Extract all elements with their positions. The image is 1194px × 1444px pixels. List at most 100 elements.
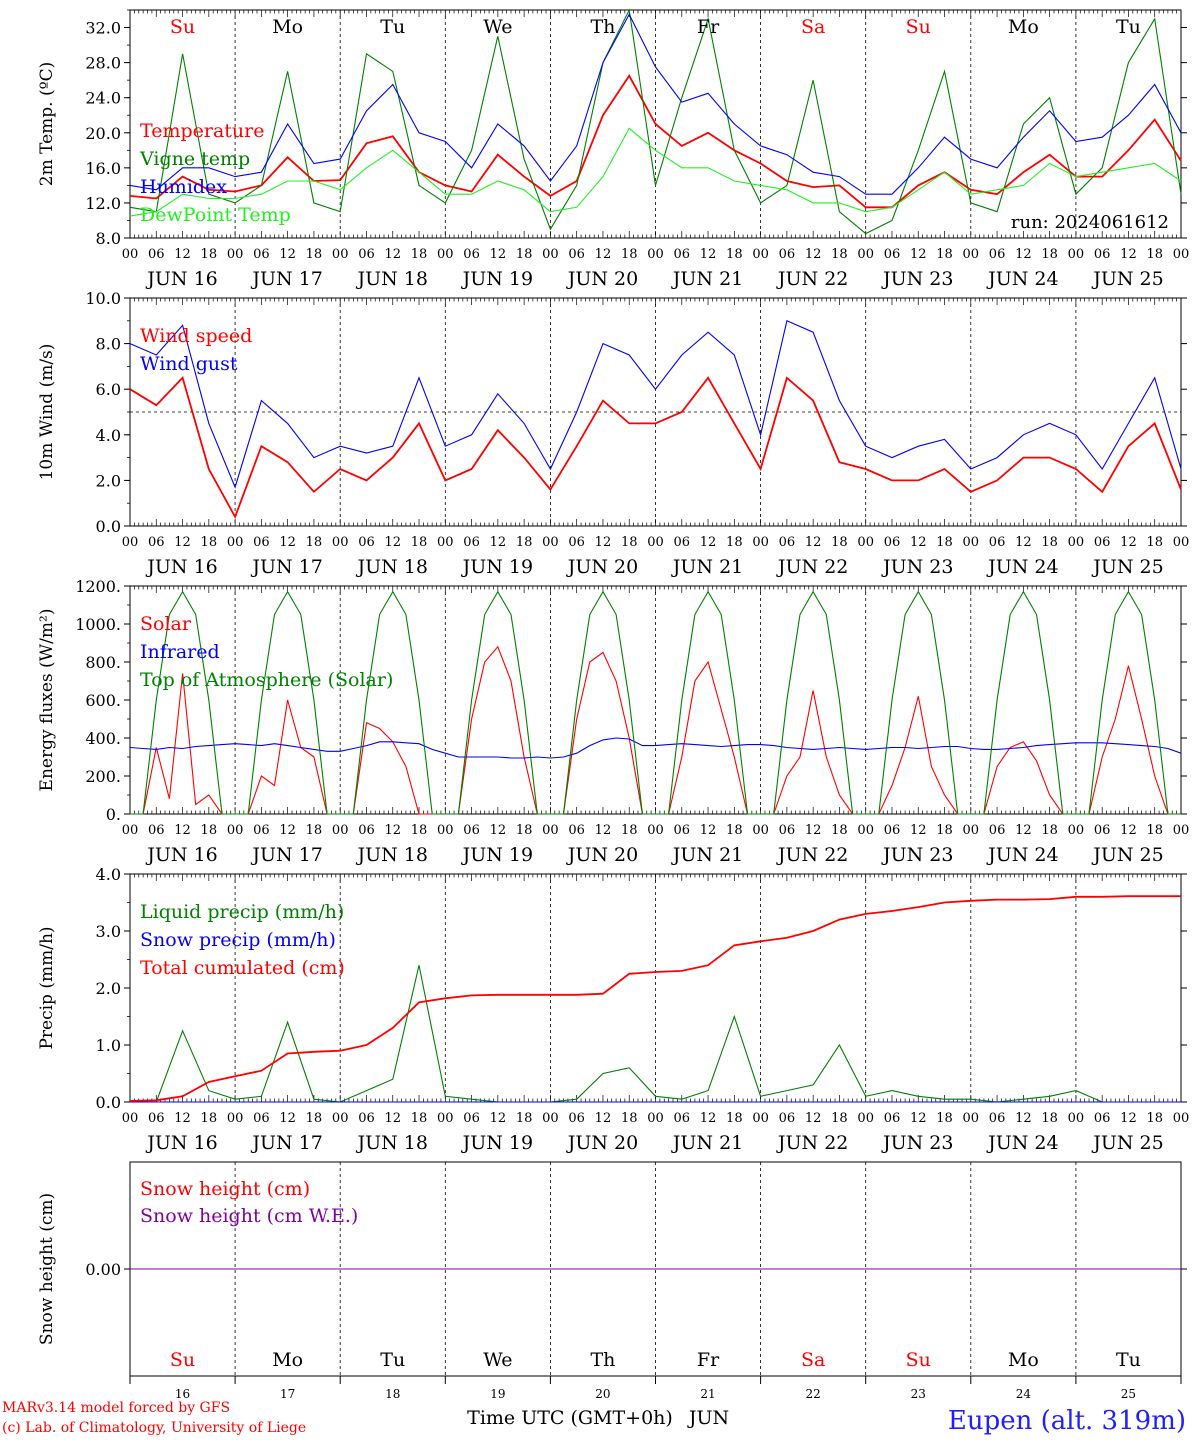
weekday-label: Tu — [380, 16, 405, 38]
y-tick-label: 200. — [85, 767, 121, 786]
hour-label: 18 — [516, 1111, 533, 1126]
y-tick-label: 0.0 — [96, 517, 121, 536]
hour-label: 18 — [1041, 1111, 1058, 1126]
hour-label: 06 — [568, 1111, 585, 1126]
legend-entry: Wind speed — [140, 325, 252, 347]
hour-label: 00 — [1068, 247, 1085, 262]
y-tick-label: 3.0 — [96, 922, 121, 941]
y-axis-label: Energy fluxes (W/m²) — [37, 609, 57, 792]
hour-label: 06 — [1094, 823, 1111, 838]
series-line — [129, 376, 1182, 520]
series-line — [129, 737, 1182, 759]
day-number: 21 — [700, 1387, 715, 1401]
legend-entry: Humidex — [140, 176, 227, 198]
model-credit: MARv3.14 model forced by GFS — [2, 1400, 231, 1416]
date-label: JUN 19 — [461, 268, 533, 290]
date-label: JUN 22 — [776, 556, 848, 578]
hour-label: 06 — [358, 535, 375, 550]
date-label: JUN 21 — [671, 556, 743, 578]
series-line — [129, 8, 1182, 235]
hour-label: 12 — [174, 823, 191, 838]
hour-label: 00 — [1173, 1111, 1190, 1126]
hour-label: 06 — [884, 535, 901, 550]
hour-label: 18 — [621, 535, 638, 550]
hour-label: 18 — [726, 823, 743, 838]
hour-label: 00 — [752, 1111, 769, 1126]
hour-label: 12 — [1015, 823, 1032, 838]
weekday-label: Mo — [1008, 16, 1039, 38]
hour-label: 00 — [332, 247, 349, 262]
hour-label: 00 — [227, 1111, 244, 1126]
date-label: JUN 20 — [566, 556, 638, 578]
date-label: JUN 23 — [881, 268, 953, 290]
hour-label: 06 — [463, 1111, 480, 1126]
hour-label: 00 — [1068, 535, 1085, 550]
hour-label: 00 — [437, 1111, 454, 1126]
hour-label: 00 — [647, 535, 664, 550]
hour-label: 06 — [358, 1111, 375, 1126]
hour-label: 00 — [437, 823, 454, 838]
weekday-label: Su — [170, 1349, 195, 1371]
date-label: JUN 25 — [1091, 556, 1163, 578]
day-number: 22 — [806, 1387, 821, 1401]
y-axis-label: Snow height (cm) — [37, 1193, 57, 1345]
hour-label: 18 — [936, 247, 953, 262]
date-label: JUN 17 — [250, 1132, 322, 1154]
hour-label: 00 — [752, 247, 769, 262]
date-label: JUN 22 — [776, 1132, 848, 1154]
hour-label: 00 — [1173, 535, 1190, 550]
hour-label: 00 — [1068, 1111, 1085, 1126]
hour-label: 00 — [227, 535, 244, 550]
y-tick-label: 1000. — [75, 615, 121, 634]
hour-label: 00 — [1173, 247, 1190, 262]
hour-label: 06 — [253, 247, 270, 262]
weekday-label: Th — [590, 1349, 615, 1371]
hour-label: 12 — [595, 247, 612, 262]
legend-entry: Wind gust — [140, 353, 238, 375]
date-label: JUN 18 — [356, 268, 428, 290]
hour-label: 06 — [148, 1111, 165, 1126]
hour-label: 00 — [122, 823, 139, 838]
hour-label: 12 — [910, 535, 927, 550]
hour-label: 06 — [884, 1111, 901, 1126]
y-tick-label: 12.0 — [85, 194, 121, 213]
hour-label: 06 — [989, 823, 1006, 838]
hour-label: 18 — [726, 535, 743, 550]
day-number: 24 — [1016, 1387, 1032, 1401]
legend-entry: Infrared — [140, 641, 220, 663]
y-axis-label: 2m Temp. (ºC) — [37, 62, 57, 187]
hour-label: 18 — [1041, 535, 1058, 550]
series-line — [129, 13, 1182, 195]
hour-label: 12 — [910, 1111, 927, 1126]
y-tick-label: 1.0 — [96, 1036, 121, 1055]
weekday-label: Mo — [272, 16, 303, 38]
weekday-label: Fr — [697, 1349, 720, 1371]
date-label: JUN 19 — [461, 556, 533, 578]
date-label: JUN 25 — [1091, 844, 1163, 866]
hour-label: 18 — [306, 535, 323, 550]
weekday-label: Su — [170, 16, 195, 38]
date-label: JUN 18 — [356, 556, 428, 578]
hour-label: 12 — [595, 535, 612, 550]
hour-label: 00 — [1068, 823, 1085, 838]
y-tick-label: 4.0 — [96, 426, 121, 445]
hour-label: 06 — [674, 823, 691, 838]
weekday-label: Su — [906, 16, 931, 38]
hour-label: 00 — [857, 535, 874, 550]
hour-label: 06 — [674, 247, 691, 262]
legend-entry: Solar — [140, 613, 192, 635]
hour-label: 18 — [1041, 823, 1058, 838]
y-tick-label: 2.0 — [96, 471, 121, 490]
date-label: JUN 16 — [145, 1132, 217, 1154]
hour-label: 18 — [831, 535, 848, 550]
hour-label: 00 — [437, 535, 454, 550]
hour-label: 12 — [490, 823, 507, 838]
hour-label: 18 — [1146, 535, 1163, 550]
weekday-label: Tu — [1116, 1349, 1141, 1371]
hour-label: 06 — [148, 535, 165, 550]
date-label: JUN 16 — [145, 268, 217, 290]
hour-label: 00 — [963, 247, 980, 262]
hour-label: 18 — [516, 823, 533, 838]
hour-label: 18 — [831, 823, 848, 838]
hour-label: 00 — [542, 823, 559, 838]
